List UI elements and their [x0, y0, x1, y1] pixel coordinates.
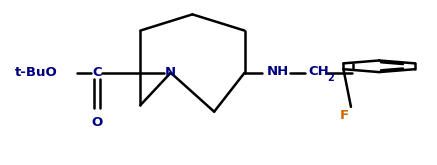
Text: NH: NH [267, 65, 289, 78]
Text: O: O [91, 116, 103, 129]
Text: C: C [92, 66, 102, 79]
Text: N: N [165, 66, 176, 79]
Text: 2: 2 [327, 73, 334, 83]
Text: CH: CH [308, 65, 329, 78]
Text: t-BuO: t-BuO [14, 66, 57, 79]
Text: F: F [340, 109, 349, 122]
